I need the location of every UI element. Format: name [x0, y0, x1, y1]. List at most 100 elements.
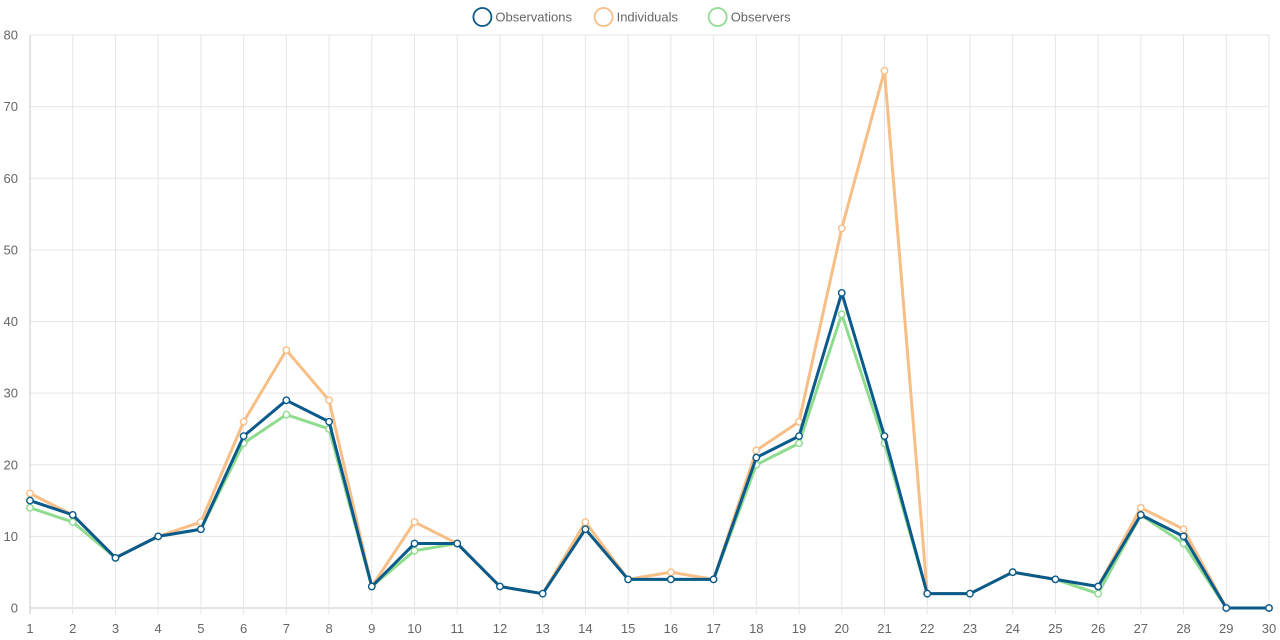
data-point-observations: [581, 525, 590, 534]
data-point-observations: [196, 525, 205, 534]
x-tick-label: 5: [197, 621, 204, 636]
x-tick-label: 2: [69, 621, 76, 636]
data-point-observations: [752, 453, 761, 462]
x-tick-label: 20: [835, 621, 849, 636]
x-tick-label: 10: [407, 621, 421, 636]
data-point-individuals: [1136, 503, 1145, 512]
data-point-observations: [538, 589, 547, 598]
data-point-observations: [1179, 532, 1188, 541]
x-tick-label: 13: [535, 621, 549, 636]
data-point-observers: [68, 518, 77, 526]
data-point-individuals: [410, 518, 419, 526]
data-point-observations: [666, 575, 675, 584]
x-tick-label: 3: [112, 621, 119, 636]
x-tick-label: 17: [706, 621, 720, 636]
x-tick-label: 15: [621, 621, 635, 636]
x-tick-label: 28: [1176, 621, 1190, 636]
data-point-observations: [111, 553, 120, 562]
data-point-observers: [282, 410, 291, 419]
data-point-observers: [795, 439, 803, 448]
x-tick-label: 23: [963, 621, 977, 636]
data-point-observations: [26, 496, 34, 505]
x-tick-label: 6: [240, 621, 247, 636]
x-tick-label: 30: [1262, 621, 1276, 636]
data-point-individuals: [880, 66, 889, 75]
data-point-observations: [837, 288, 846, 297]
data-point-observations: [410, 539, 419, 548]
data-point-observations: [795, 432, 803, 440]
y-tick-label: 60: [4, 171, 18, 186]
data-point-individuals: [325, 396, 333, 405]
y-tick-label: 10: [4, 529, 18, 544]
x-tick-label: 14: [578, 621, 592, 636]
x-tick-label: 8: [325, 621, 332, 636]
y-tick-label: 80: [4, 28, 18, 43]
x-tick-label: 4: [155, 621, 162, 636]
data-point-observations: [880, 432, 889, 440]
data-point-observations: [239, 432, 248, 440]
legend-marker-observations: [472, 7, 493, 27]
series-line-observers: [28, 312, 1271, 610]
data-point-observations: [923, 589, 932, 598]
data-point-observations: [68, 510, 77, 519]
x-tick-label: 29: [1219, 621, 1233, 636]
x-tick-label: 18: [749, 621, 763, 636]
series-lines: [26, 66, 1273, 612]
legend-label-observers: Observers: [731, 10, 791, 25]
data-point-observers: [410, 546, 419, 555]
data-point-individuals: [239, 417, 248, 426]
data-point-observations: [282, 396, 291, 405]
data-point-observations: [1051, 575, 1060, 584]
legend: Observations Individuals Observers: [472, 7, 791, 27]
legend-marker-observers: [707, 7, 728, 27]
data-point-observations: [154, 532, 163, 541]
y-tick-label: 30: [4, 386, 18, 401]
data-point-individuals: [752, 446, 761, 455]
y-tick-label: 50: [4, 242, 18, 257]
data-point-observations: [1136, 510, 1145, 519]
x-tick-label: 11: [450, 621, 464, 636]
x-tick-label: 1: [26, 621, 33, 636]
x-tick-label: 12: [493, 621, 507, 636]
y-tick-label: 20: [4, 457, 18, 472]
data-point-observers: [1094, 589, 1103, 598]
data-point-individuals: [282, 346, 291, 355]
data-point-observations: [1222, 604, 1231, 612]
x-tick-label: 26: [1091, 621, 1105, 636]
legend-label-individuals: Individuals: [617, 10, 679, 25]
data-point-individuals: [666, 568, 675, 577]
data-point-observations: [1265, 604, 1273, 612]
data-point-observations: [496, 582, 504, 591]
y-tick-label: 40: [4, 314, 18, 329]
data-point-observations: [709, 575, 718, 584]
x-tick-label: 25: [1048, 621, 1062, 636]
data-point-observations: [1094, 582, 1103, 591]
data-point-observations: [367, 582, 376, 591]
grid: [29, 34, 1270, 614]
data-point-observers: [26, 503, 34, 512]
series-line-individuals: [28, 69, 1271, 610]
x-tick-label: 22: [920, 621, 934, 636]
data-point-observations: [453, 539, 462, 548]
data-point-observers: [837, 310, 846, 319]
series-line-observations: [28, 291, 1271, 610]
data-point-individuals: [837, 224, 846, 233]
data-point-individuals: [26, 489, 34, 498]
legend-label-observations: Observations: [495, 10, 572, 25]
x-tick-label: 27: [1134, 621, 1148, 636]
x-tick-label: 24: [1005, 621, 1019, 636]
data-point-observations: [966, 589, 974, 598]
x-tick-label: 7: [283, 621, 290, 636]
y-tick-label: 70: [4, 99, 18, 114]
y-tick-label: 0: [11, 601, 18, 616]
x-tick-label: 9: [368, 621, 375, 636]
x-tick-label: 21: [877, 621, 891, 636]
data-point-observations: [624, 575, 633, 584]
data-point-individuals: [581, 518, 590, 526]
data-point-individuals: [1179, 525, 1188, 534]
data-point-observations: [1008, 568, 1017, 577]
legend-marker-individuals: [593, 7, 614, 27]
